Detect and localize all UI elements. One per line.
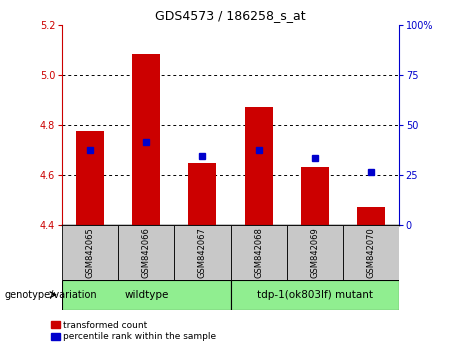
Bar <box>62 225 118 280</box>
Legend: transformed count, percentile rank within the sample: transformed count, percentile rank withi… <box>51 321 216 341</box>
Bar <box>301 167 329 225</box>
Bar <box>230 280 399 310</box>
Bar <box>76 131 104 225</box>
Text: GSM842070: GSM842070 <box>366 227 375 278</box>
Text: wildtype: wildtype <box>124 290 169 300</box>
Bar <box>357 207 385 225</box>
Text: genotype/variation: genotype/variation <box>5 290 97 300</box>
Bar <box>118 225 174 280</box>
Bar <box>287 225 343 280</box>
Text: GSM842068: GSM842068 <box>254 227 263 278</box>
Text: GSM842069: GSM842069 <box>310 227 319 278</box>
Bar <box>343 225 399 280</box>
Text: tdp-1(ok803lf) mutant: tdp-1(ok803lf) mutant <box>257 290 372 300</box>
Text: GSM842067: GSM842067 <box>198 227 207 278</box>
Text: GDS4573 / 186258_s_at: GDS4573 / 186258_s_at <box>155 9 306 22</box>
Bar <box>132 53 160 225</box>
Bar <box>189 163 217 225</box>
Text: GSM842065: GSM842065 <box>86 227 95 278</box>
Bar <box>62 280 230 310</box>
Text: GSM842066: GSM842066 <box>142 227 151 278</box>
Bar <box>244 107 272 225</box>
Bar <box>230 225 287 280</box>
Bar <box>174 225 230 280</box>
